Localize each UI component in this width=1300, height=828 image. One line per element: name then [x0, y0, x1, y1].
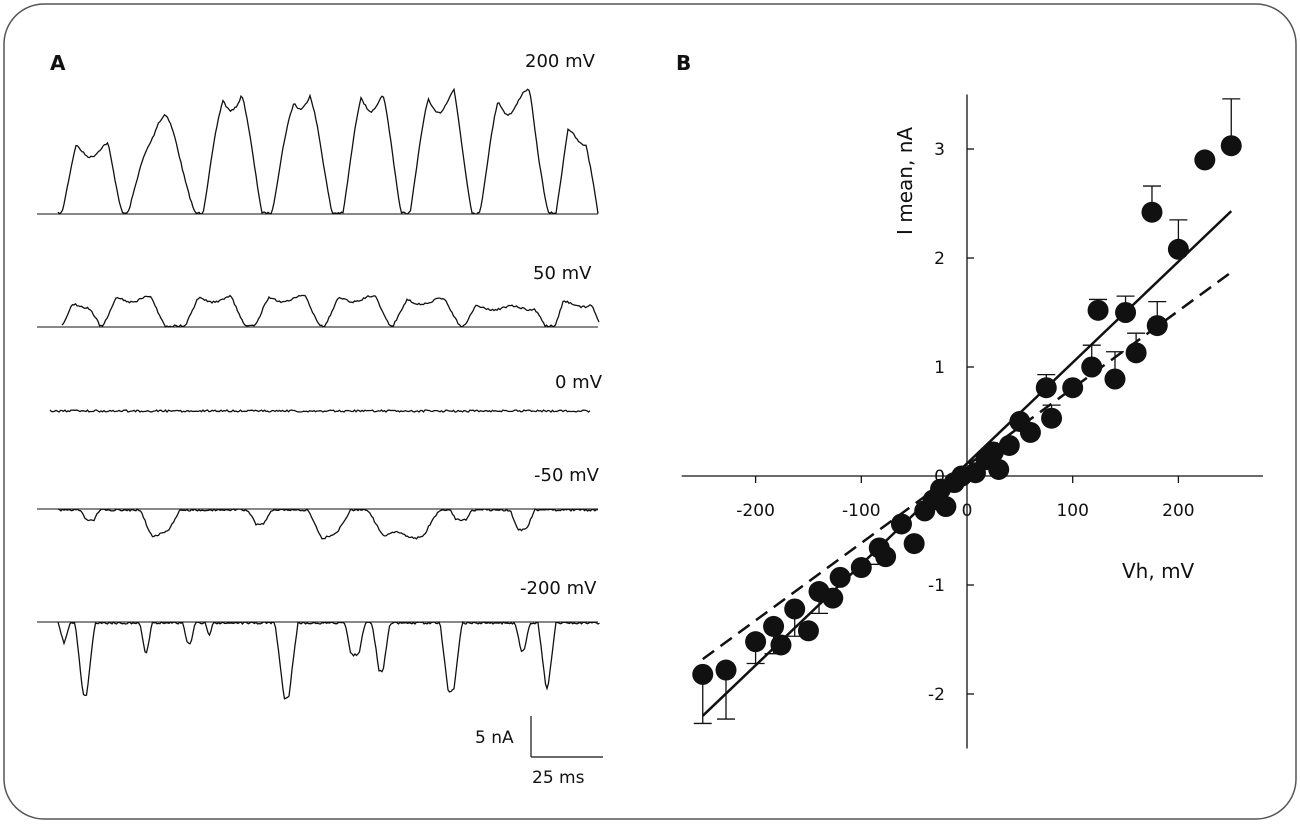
data-points: [692, 135, 1242, 685]
panel-b-letter: B: [676, 51, 691, 75]
x-ticks: -200 -100 0 100 200: [736, 476, 1195, 521]
data-point: [797, 620, 819, 642]
data-point: [822, 587, 844, 609]
trace-label-0mv: 0 mV: [555, 372, 603, 393]
x-tick-label: 0: [962, 501, 973, 521]
y-tick-label: -1: [928, 576, 945, 596]
data-point: [1081, 356, 1103, 378]
data-point: [1041, 407, 1063, 429]
trace-200mv: [57, 87, 599, 215]
data-point: [770, 634, 792, 656]
data-point: [935, 496, 957, 518]
panel-a-letter: A: [50, 51, 66, 75]
scale-label-current: 5 nA: [475, 728, 514, 748]
data-point: [1035, 377, 1057, 399]
trace-label-minus200mv: -200 mV: [520, 578, 597, 599]
data-point: [829, 566, 851, 588]
fit-line-solid: [701, 210, 1233, 717]
trace-0mv: [49, 409, 591, 414]
x-tick-label: 200: [1162, 501, 1194, 521]
y-tick-label: -2: [928, 685, 945, 705]
trace-label-50mv: 50 mV: [533, 263, 592, 284]
x-tick-label: 100: [1056, 501, 1088, 521]
y-tick-label: 1: [934, 358, 945, 378]
data-point: [745, 631, 767, 653]
y-tick-label: 3: [934, 140, 945, 160]
y-tick-label: 2: [934, 249, 945, 269]
trace-label-minus50mv: -50 mV: [534, 465, 600, 486]
data-point: [1146, 315, 1168, 337]
data-point: [982, 441, 1004, 463]
data-point: [784, 598, 806, 620]
data-point: [1087, 299, 1109, 321]
data-point: [1125, 342, 1147, 364]
x-tick-label: -100: [842, 501, 881, 521]
y-tick-label: 0: [934, 467, 945, 487]
panel-a: A 200 mV 50 mV 0 mV -50 mV -200 mV 5 nA …: [37, 51, 603, 788]
data-point: [715, 659, 737, 681]
y-ticks: -2 -1 0 1 2 3: [928, 140, 974, 705]
trace-50mv: [61, 294, 600, 328]
trace-label-200mv: 200 mV: [525, 51, 596, 72]
data-point: [1062, 377, 1084, 399]
data-point: [850, 557, 872, 579]
data-point: [1104, 368, 1126, 390]
data-point: [1019, 421, 1041, 443]
y-axis-label: I mean, nA: [893, 127, 917, 235]
data-point: [998, 434, 1020, 456]
data-point: [763, 615, 785, 637]
data-point: [1194, 149, 1216, 171]
data-point: [890, 513, 912, 535]
data-point: [1220, 135, 1242, 157]
data-point: [1115, 302, 1137, 323]
data-point: [903, 533, 925, 555]
trace-minus200mv: [57, 620, 600, 700]
panel-b: B -200 -100 0 100 200 -2 -1 0 1 2 3 Vh, mV I mean…: [676, 51, 1263, 749]
fit-lines: [701, 210, 1233, 717]
x-axis-label: Vh, mV: [1122, 559, 1195, 583]
data-point: [988, 458, 1010, 480]
data-point: [692, 663, 714, 685]
data-point: [1141, 201, 1163, 223]
data-point: [1167, 238, 1189, 260]
figure-frame: [3, 3, 1297, 820]
x-tick-label: -200: [736, 501, 775, 521]
data-point: [875, 546, 897, 568]
trace-minus50mv: [57, 508, 599, 540]
scale-label-time: 25 ms: [532, 768, 585, 788]
